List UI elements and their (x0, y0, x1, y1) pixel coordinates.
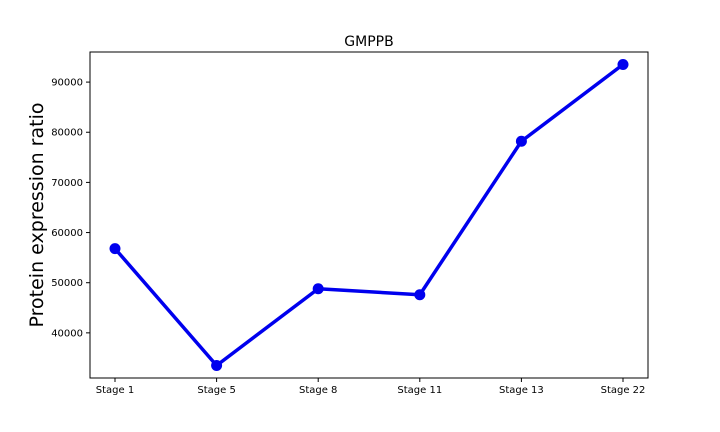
data-point (414, 289, 426, 301)
x-tick-label: Stage 1 (96, 385, 134, 396)
data-point (312, 283, 324, 295)
y-axis-label: Protein expression ratio (26, 103, 48, 328)
x-tick-label: Stage 13 (499, 385, 544, 396)
y-axis: 40000 50000 60000 70000 80000 90000 (51, 78, 90, 339)
x-tick-label: Stage 11 (397, 385, 442, 396)
plot-area (89, 51, 649, 379)
chart-title: GMPPB (344, 34, 393, 50)
y-tick-label: 80000 (51, 128, 83, 139)
data-point (617, 59, 629, 71)
data-point (211, 359, 223, 371)
x-tick-label: Stage 22 (601, 385, 646, 396)
data-point (515, 135, 527, 147)
series-line (113, 62, 625, 368)
y-tick-label: 50000 (51, 278, 83, 289)
series-layer (109, 59, 629, 371)
x-tick-label: Stage 5 (197, 385, 235, 396)
y-tick-label: 70000 (51, 178, 83, 189)
data-point (109, 243, 121, 255)
y-tick-label: 40000 (51, 328, 83, 339)
y-tick-label: 90000 (51, 78, 83, 89)
x-tick-label: Stage 8 (299, 385, 337, 396)
x-axis: Stage 1 Stage 5 Stage 8 Stage 11 Stage 13 Sta… (96, 378, 646, 396)
y-tick-label: 60000 (51, 228, 83, 239)
